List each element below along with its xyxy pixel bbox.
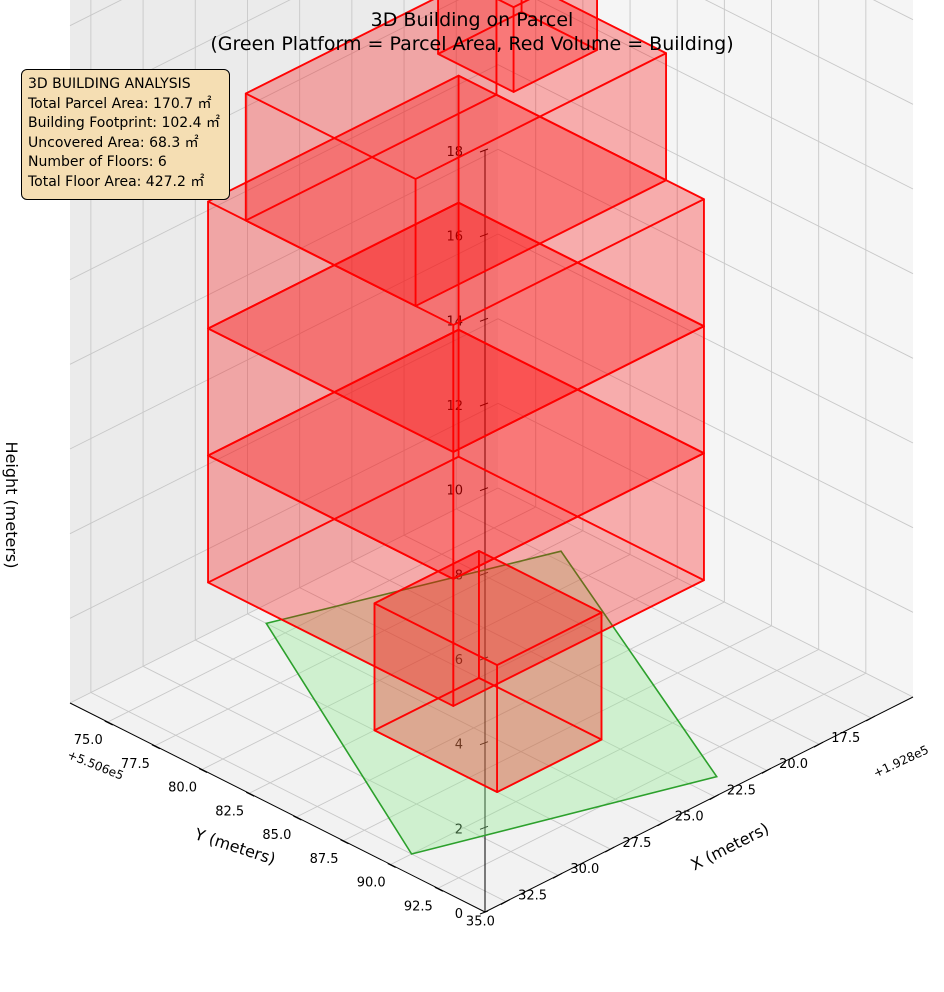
z-tick-label: 0 xyxy=(455,907,463,922)
y-tick-mark xyxy=(293,815,302,821)
z-tick-mark xyxy=(479,317,489,322)
x-tick-label: 27.5 xyxy=(623,836,652,851)
building-analysis-box: 3D BUILDING ANALYSIS Total Parcel Area: … xyxy=(21,69,230,200)
building-face xyxy=(437,0,523,55)
y-tick-label: 80.0 xyxy=(168,781,197,796)
info-total-parcel-area: Total Parcel Area: 170.7 ㎡ xyxy=(28,95,212,112)
gridline-z-left xyxy=(69,318,499,535)
gridline-y-floor xyxy=(437,672,867,889)
y-tick-label: 77.5 xyxy=(121,757,150,772)
right-back-pane xyxy=(498,0,913,697)
y-tick-mark xyxy=(104,720,113,726)
x-tick-mark xyxy=(813,741,824,748)
info-building-footprint: Building Footprint: 102.4 ㎡ xyxy=(28,115,221,131)
building-floor-4 xyxy=(207,74,705,453)
x-tick-mark xyxy=(657,820,667,827)
gridline-x-floor xyxy=(247,613,663,824)
chart-subtitle: (Green Platform = Parcel Area, Red Volum… xyxy=(210,33,733,55)
y-offset-text: +5.506e5 xyxy=(65,748,125,783)
y-tick-label: 85.0 xyxy=(262,828,291,843)
y-tick-label: 90.0 xyxy=(357,876,386,891)
y-tick-label: 82.5 xyxy=(215,804,244,819)
x-tick-label: 17.5 xyxy=(831,731,860,746)
x-tick-label: 25.0 xyxy=(675,810,704,825)
building-floor-5 xyxy=(244,0,667,307)
z-tick-label: 4 xyxy=(455,738,463,753)
x-axis-label: X (meters) xyxy=(688,819,772,875)
z-tick-mark xyxy=(479,741,489,746)
gridline-z-right xyxy=(497,64,914,275)
z-tick-label: 10 xyxy=(446,484,463,499)
floor-pane xyxy=(70,488,913,912)
chart-title: 3D Building on Parcel xyxy=(371,9,574,31)
gridline-y-floor xyxy=(107,506,536,723)
x-tick-label: 35.0 xyxy=(466,915,495,930)
z-tick-mark xyxy=(479,825,489,830)
gridline-y-floor xyxy=(296,601,725,818)
x-tick-label: 32.5 xyxy=(518,888,547,903)
building-floor-2 xyxy=(207,328,705,707)
gridline-x-floor xyxy=(351,561,768,771)
z-tick-mark xyxy=(479,233,489,238)
x-tick-mark xyxy=(866,715,876,722)
z-tick-mark xyxy=(479,571,489,576)
z-axis-label: Height (meters) xyxy=(2,442,21,569)
gridline-z-left xyxy=(69,487,499,704)
x-tick-mark xyxy=(605,846,615,853)
y-tick-mark xyxy=(198,768,208,773)
building-floor-6 xyxy=(437,0,598,93)
z-tick-label: 6 xyxy=(455,653,463,668)
gridline-z-left xyxy=(69,148,499,365)
z-tick-mark xyxy=(479,148,489,153)
x-tick-mark xyxy=(552,872,563,879)
gridline-z-right xyxy=(497,402,914,613)
z-tick-mark xyxy=(479,487,489,492)
info-heading: 3D BUILDING ANALYSIS xyxy=(28,76,191,92)
y-tick-label: 75.0 xyxy=(74,733,103,748)
building-face xyxy=(244,0,667,180)
x-offset-text: +1.928e5 xyxy=(871,743,931,781)
z-tick-mark xyxy=(479,402,489,407)
x-tick-mark xyxy=(709,794,719,801)
gridline-z-right xyxy=(497,148,914,359)
info-total-floor-area: Total Floor Area: 427.2 ㎡ xyxy=(28,173,205,190)
x-tick-mark xyxy=(500,899,511,905)
building-face xyxy=(520,0,598,51)
x-tick-mark xyxy=(761,767,772,774)
y-tick-mark xyxy=(151,744,161,750)
y-tick-mark xyxy=(387,863,396,868)
x-tick-label: 30.0 xyxy=(570,862,599,877)
z-tick-label: 2 xyxy=(455,822,463,837)
gridline-x-floor xyxy=(456,508,872,719)
gridline-x-floor xyxy=(403,534,820,745)
y-tick-mark xyxy=(434,886,444,892)
info-number-of-floors: Number of Floors: 6 xyxy=(28,154,167,170)
y-tick-label: 92.5 xyxy=(404,899,433,914)
building-floor-3 xyxy=(207,201,705,580)
gridline-z-left xyxy=(69,233,499,450)
gridline-z-right xyxy=(704,0,914,105)
building-face xyxy=(497,0,530,9)
gridline-z-left xyxy=(69,64,499,281)
y-tick-mark xyxy=(340,839,349,845)
x-tick-label: 22.5 xyxy=(727,783,756,798)
x-tick-label: 20.0 xyxy=(779,757,808,772)
gridline-x-floor xyxy=(90,692,507,902)
z-tick-mark xyxy=(479,910,489,915)
info-uncovered-area: Uncovered Area: 68.3 ㎡ xyxy=(28,134,199,151)
gridline-z-right xyxy=(536,0,914,190)
parcel-platform xyxy=(265,550,719,855)
y-axis-line xyxy=(69,702,486,913)
building-face xyxy=(373,550,603,666)
gridline-z-right xyxy=(497,318,914,529)
y-tick-label: 87.5 xyxy=(310,852,339,867)
y-tick-mark xyxy=(245,791,255,797)
gridline-y-floor xyxy=(390,649,819,865)
gridline-y-floor xyxy=(343,625,772,842)
gridline-x-floor xyxy=(142,665,559,876)
